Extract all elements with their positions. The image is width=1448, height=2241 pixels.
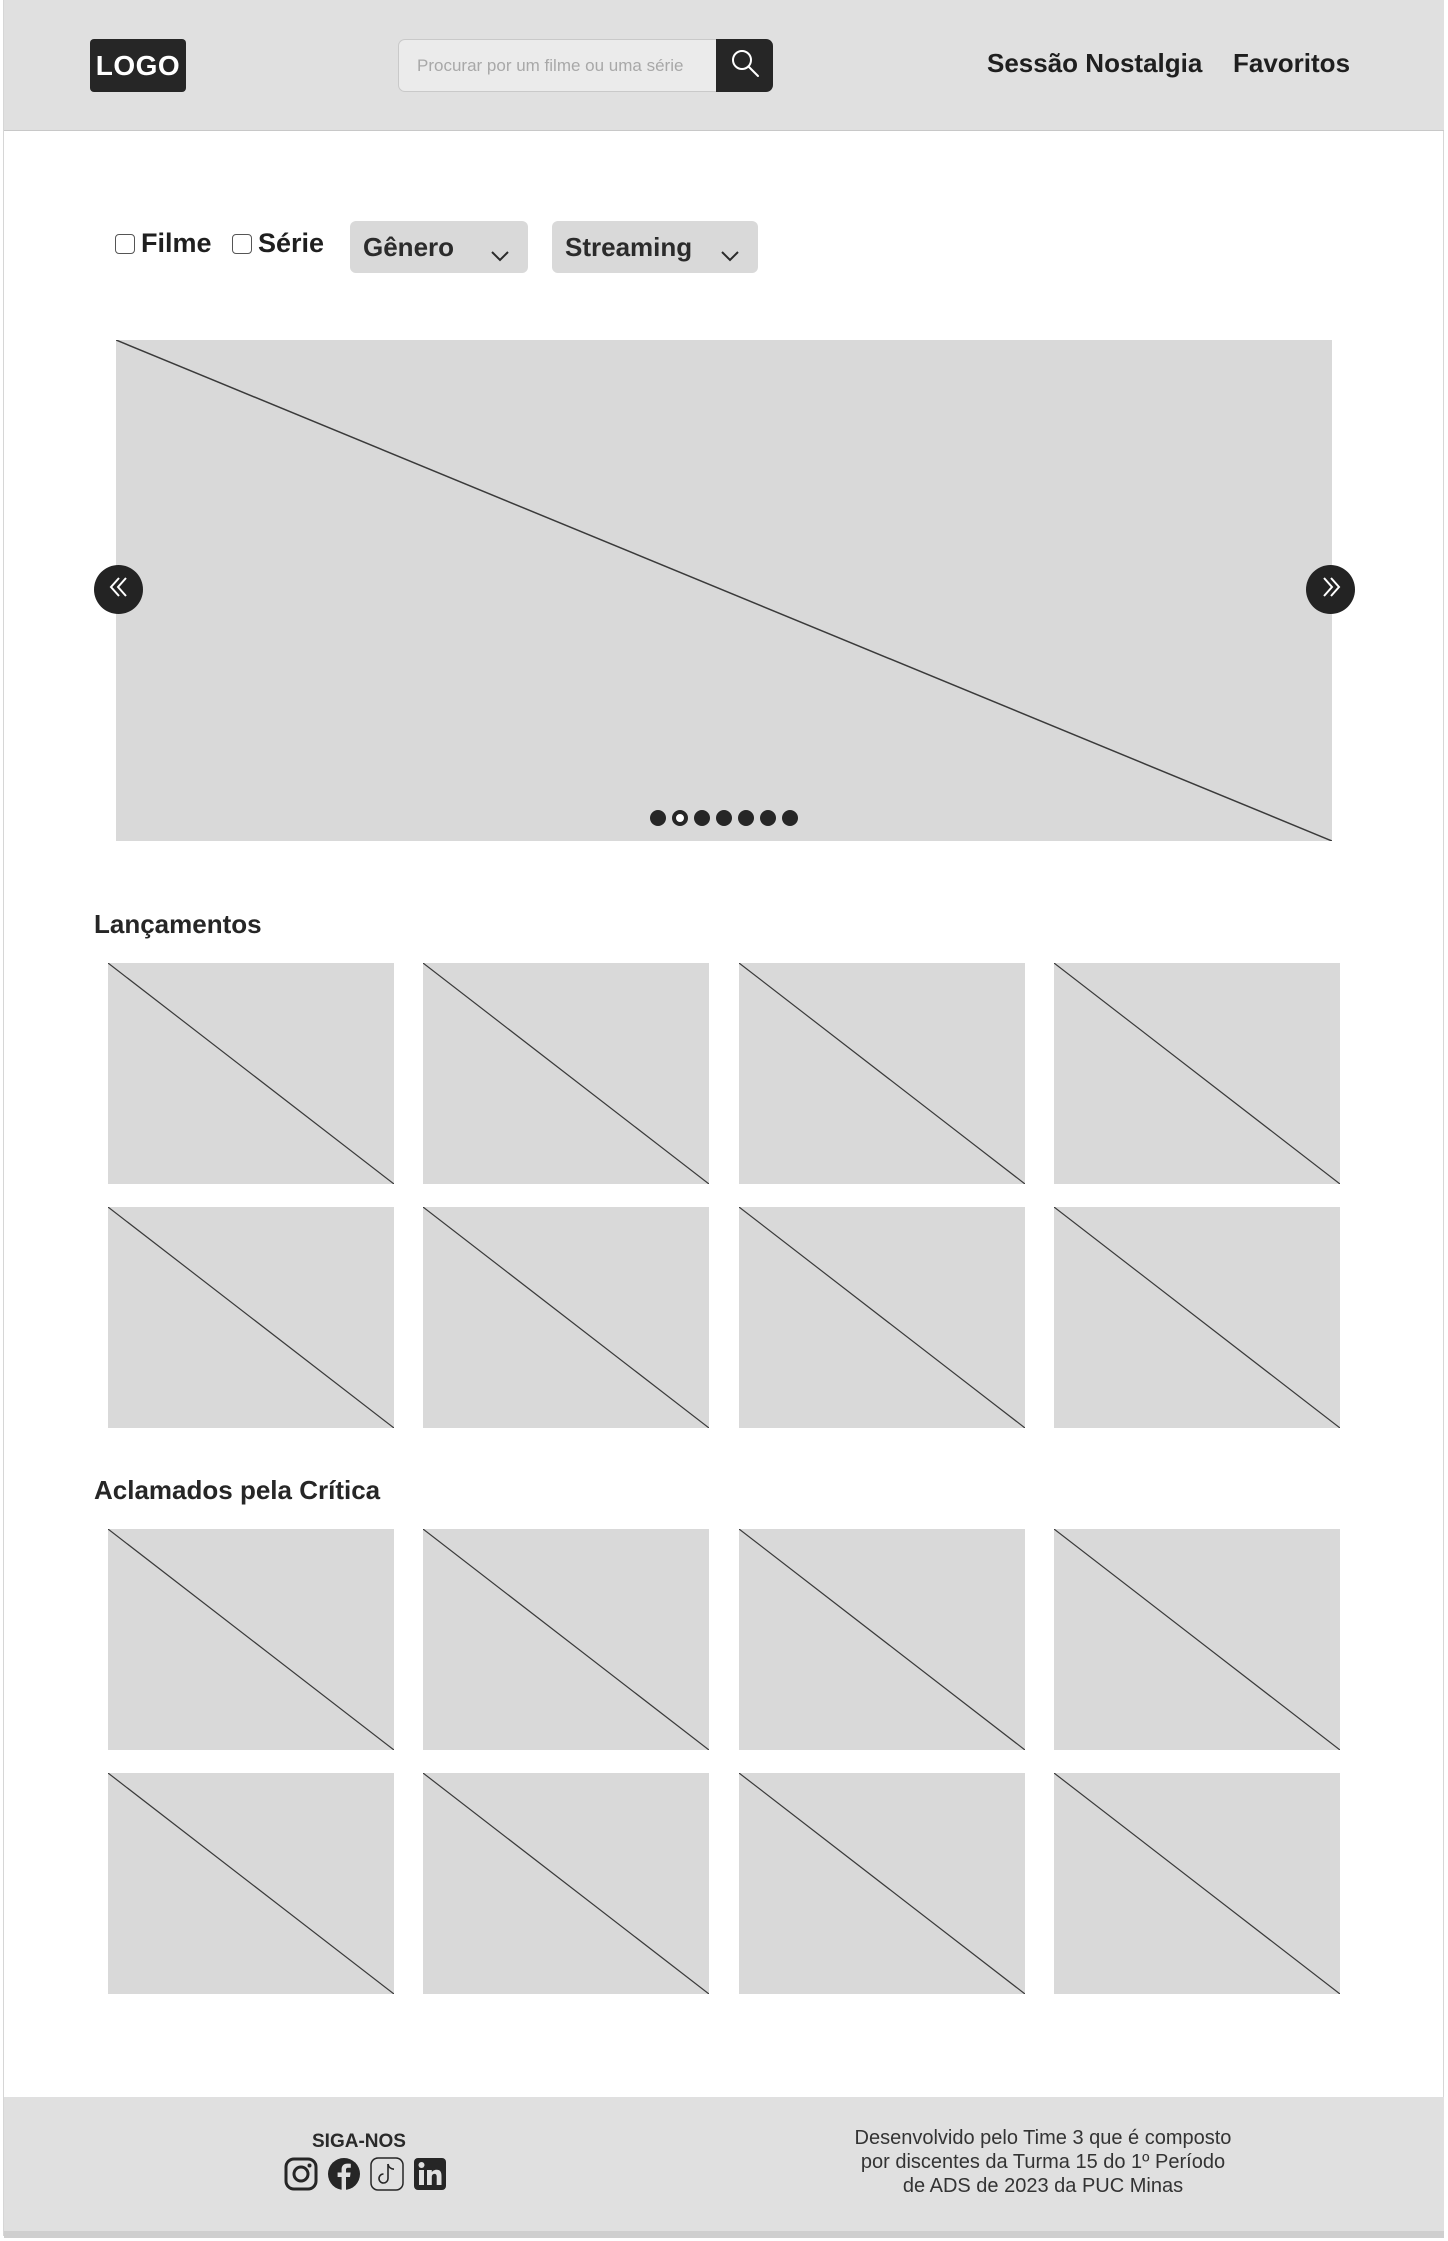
credits-line: de ADS de 2023 da PUC Minas — [902, 2175, 1184, 2197]
streaming-dropdown-label: Streaming — [565, 231, 693, 262]
carousel-slide[interactable] — [116, 340, 1332, 841]
facebook-icon[interactable] — [325, 2155, 362, 2192]
follow-title: SIGA-NOS — [312, 2131, 406, 2152]
carousel-prev-button[interactable] — [94, 565, 143, 614]
poster-card[interactable] — [739, 1529, 1025, 1750]
serie-checkbox[interactable] — [232, 233, 252, 254]
carousel-dot[interactable] — [650, 810, 666, 826]
poster-card[interactable] — [1054, 963, 1340, 1184]
search-icon — [729, 47, 761, 84]
serie-label: Série — [258, 228, 325, 258]
logo[interactable]: LOGO — [90, 39, 186, 92]
tiktok-icon[interactable] — [368, 2155, 405, 2192]
page-frame — [3, 0, 1444, 2236]
poster-card[interactable] — [1054, 1529, 1340, 1750]
search-input[interactable] — [398, 39, 718, 92]
image-placeholder — [423, 1529, 709, 1750]
image-placeholder — [739, 1773, 1025, 1994]
nav-favoritos[interactable]: Favoritos — [1233, 48, 1351, 78]
image-placeholder — [1054, 1529, 1340, 1750]
section-title-lancamentos: Lançamentos — [94, 909, 262, 939]
poster-card[interactable] — [108, 1207, 394, 1428]
image-placeholder — [739, 1207, 1025, 1428]
filme-checkbox[interactable] — [115, 233, 135, 254]
search-bar — [398, 39, 773, 92]
image-placeholder — [423, 963, 709, 1184]
poster-card[interactable] — [108, 1529, 394, 1750]
image-placeholder — [108, 1207, 394, 1428]
poster-card[interactable] — [423, 1773, 709, 1994]
double-chevron-left-icon — [106, 574, 132, 605]
social-links — [282, 2155, 448, 2192]
poster-card[interactable] — [423, 1529, 709, 1750]
double-chevron-right-icon — [1318, 574, 1344, 605]
genero-dropdown-label: Gênero — [363, 231, 455, 262]
section-title-aclamados: Aclamados pela Crítica — [94, 1475, 381, 1505]
image-placeholder — [108, 963, 394, 1184]
image-placeholder — [423, 1207, 709, 1428]
carousel-indicators — [650, 810, 798, 826]
poster-card[interactable] — [739, 963, 1025, 1184]
image-placeholder — [1054, 1773, 1340, 1994]
image-placeholder — [116, 340, 1332, 841]
instagram-icon[interactable] — [282, 2155, 319, 2192]
poster-card[interactable] — [108, 963, 394, 1184]
poster-card[interactable] — [739, 1207, 1025, 1428]
filter-filme[interactable]: Filme — [115, 228, 212, 259]
poster-card[interactable] — [1054, 1207, 1340, 1428]
chevron-down-icon — [720, 239, 740, 270]
genero-dropdown[interactable]: Gênero — [350, 221, 528, 273]
image-placeholder — [1054, 1207, 1340, 1428]
carousel-dot[interactable] — [694, 810, 710, 826]
image-placeholder — [739, 963, 1025, 1184]
credits-line: Desenvolvido pelo Time 3 que é composto — [854, 2127, 1232, 2149]
carousel-dot[interactable] — [672, 810, 688, 826]
carousel-dot[interactable] — [782, 810, 798, 826]
poster-card[interactable] — [423, 1207, 709, 1428]
image-placeholder — [108, 1529, 394, 1750]
carousel-next-button[interactable] — [1306, 565, 1355, 614]
carousel-dot[interactable] — [738, 810, 754, 826]
image-placeholder — [739, 1529, 1025, 1750]
nav-sessao-nostalgia[interactable]: Sessão Nostalgia — [987, 48, 1203, 78]
streaming-dropdown[interactable]: Streaming — [552, 221, 758, 273]
poster-card[interactable] — [739, 1773, 1025, 1994]
poster-card[interactable] — [108, 1773, 394, 1994]
image-placeholder — [108, 1773, 394, 1994]
carousel-dot[interactable] — [716, 810, 732, 826]
chevron-down-icon — [490, 239, 510, 270]
footer-credits: Desenvolvido pelo Time 3 que é composto … — [818, 2126, 1268, 2198]
filter-serie[interactable]: Série — [232, 228, 324, 259]
poster-card[interactable] — [423, 963, 709, 1184]
image-placeholder — [423, 1773, 709, 1994]
linkedin-icon[interactable] — [411, 2155, 448, 2192]
search-button[interactable] — [716, 39, 773, 92]
image-placeholder — [1054, 963, 1340, 1184]
footer — [4, 2097, 1444, 2238]
poster-card[interactable] — [1054, 1773, 1340, 1994]
credits-line: por discentes da Turma 15 do 1º Período — [860, 2151, 1226, 2173]
carousel-dot[interactable] — [760, 810, 776, 826]
filme-label: Filme — [141, 228, 212, 258]
